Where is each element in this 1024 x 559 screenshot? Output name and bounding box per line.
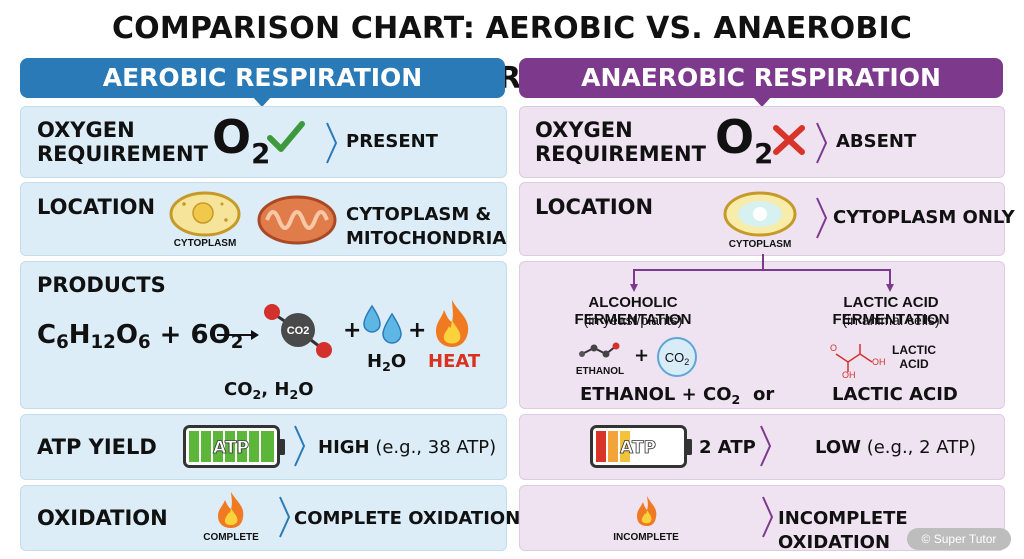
anaerobic-header: ANAEROBIC RESPIRATION bbox=[519, 58, 1003, 98]
water-label: H2O bbox=[367, 351, 407, 374]
svg-text:OH: OH bbox=[842, 370, 856, 380]
aerobic-products-label: PRODUCTS bbox=[37, 273, 166, 297]
anaerobic-oxygen-row bbox=[519, 106, 1005, 178]
lactic-fermentation-title: LACTIC ACID FERMENTATION bbox=[832, 294, 950, 328]
svg-text:OH: OH bbox=[872, 357, 886, 367]
lactic-result: LACTIC ACID bbox=[832, 384, 958, 405]
check-icon bbox=[267, 121, 305, 152]
anaerobic-oxygen-value: ABSENT bbox=[836, 131, 917, 152]
fire-icon bbox=[436, 300, 469, 347]
aerobic-header-pointer bbox=[252, 96, 272, 107]
heat-label: HEAT bbox=[428, 351, 481, 372]
water-drops-icon bbox=[363, 304, 402, 344]
svg-text:O: O bbox=[830, 343, 837, 353]
aerobic-oxidation-chevron bbox=[279, 496, 291, 538]
co2-bubble-icon: CO2 bbox=[657, 337, 697, 377]
anaerobic-atp-value-a: 2 ATP bbox=[699, 437, 756, 458]
anaerobic-oxidation-row bbox=[519, 485, 1005, 551]
anaerobic-location-label: LOCATION bbox=[535, 195, 654, 219]
aerobic-products-row bbox=[20, 261, 507, 409]
aerobic-atp-value: HIGH (e.g., 38 ATP) bbox=[318, 437, 497, 458]
co2-molecule-icon: CO2 bbox=[264, 304, 332, 358]
battery-low-atp-text: ATP bbox=[620, 438, 656, 458]
battery-low-icon: ATP bbox=[590, 425, 692, 468]
aerobic-oxygen-row bbox=[20, 106, 507, 178]
mitochondria-icon bbox=[257, 195, 337, 245]
alcoholic-fermentation-title: ALCOHOLIC FERMENTATION bbox=[574, 294, 692, 328]
aerobic-atp-label: ATP YIELD bbox=[37, 435, 157, 459]
battery-atp-text: ATP bbox=[213, 438, 249, 458]
lactic-acid-molecule-icon: O OH OH bbox=[830, 343, 886, 380]
co2-molecule-text: CO2 bbox=[287, 325, 310, 337]
reaction-arrow-icon bbox=[217, 330, 259, 340]
aerobic-oxygen-value: PRESENT bbox=[346, 131, 438, 152]
aerobic-header: AEROBIC RESPIRATION bbox=[20, 58, 505, 98]
anaerobic-atp-value: LOW (e.g., 2 ATP) bbox=[815, 437, 977, 458]
anaerobic-location-chevron bbox=[816, 197, 828, 239]
alcoholic-result: ETHANOL + CO2 bbox=[580, 384, 741, 407]
anaerobic-header-pointer bbox=[752, 96, 772, 107]
anaerobic-oxygen-chevron bbox=[816, 122, 828, 164]
cytoplasm-glowing-icon bbox=[723, 191, 797, 237]
alcoholic-fermentation-subtitle: (in yeast/plants) bbox=[583, 312, 683, 328]
flame-icon bbox=[218, 492, 244, 528]
anaerobic-o2-symbol: O2 bbox=[715, 110, 774, 170]
incomplete-caption: INCOMPLETE bbox=[613, 532, 679, 543]
aerobic-oxygen-label: OXYGEN REQUIREMENT bbox=[37, 118, 208, 166]
aerobic-oxidation-label: OXIDATION bbox=[37, 506, 168, 530]
co2-bubble-text: CO2 bbox=[665, 350, 690, 367]
anaerobic-atp-chevron bbox=[760, 425, 772, 467]
lactic-fermentation-subtitle: (in animal cells) bbox=[842, 312, 940, 328]
anaerobic-products-row bbox=[519, 261, 1005, 409]
aerobic-atp-chevron bbox=[294, 425, 306, 467]
or-label: or bbox=[753, 384, 775, 405]
aerobic-cytoplasm-caption: CYTOPLASM bbox=[173, 238, 237, 249]
ethanol-caption: ETHANOL bbox=[575, 366, 625, 377]
cross-icon bbox=[773, 125, 805, 155]
watermark: © Super Tutor bbox=[907, 528, 1011, 550]
aerobic-location-label: LOCATION bbox=[37, 195, 156, 219]
small-flame-icon bbox=[637, 496, 657, 526]
ferm-plus-sign: + bbox=[634, 345, 650, 366]
anaerobic-location-value: CYTOPLASM ONLY bbox=[833, 207, 1015, 228]
anaerobic-oxidation-value: INCOMPLETE OXIDATION bbox=[778, 508, 908, 553]
glucose-formula: C6H12O6 + 6O2 bbox=[37, 320, 244, 354]
plus-sign-2: + bbox=[408, 318, 427, 343]
cytoplasm-cell-icon bbox=[169, 191, 241, 237]
anaerobic-oxidation-chevron bbox=[762, 496, 774, 538]
anaerobic-oxygen-label: OXYGEN REQUIREMENT bbox=[535, 118, 706, 166]
aerobic-products-summary: CO2, H2O bbox=[224, 379, 314, 402]
plus-sign: + bbox=[343, 318, 362, 343]
branch-arrows bbox=[630, 254, 894, 292]
complete-caption: COMPLETE bbox=[203, 532, 259, 543]
aerobic-oxidation-row bbox=[20, 485, 507, 551]
lactic-acid-caption: LACTIC ACID bbox=[892, 343, 936, 371]
ethanol-molecule-icon bbox=[579, 342, 620, 358]
aerobic-o2-symbol: O2 bbox=[212, 110, 271, 170]
aerobic-oxygen-chevron bbox=[326, 122, 338, 164]
aerobic-oxidation-value: COMPLETE OXIDATION bbox=[294, 508, 521, 529]
aerobic-location-value: CYTOPLASM & MITOCHONDRIA bbox=[346, 204, 507, 249]
anaerobic-cytoplasm-caption: CYTOPLASM bbox=[728, 239, 792, 250]
battery-full-icon: ATP bbox=[183, 425, 285, 468]
